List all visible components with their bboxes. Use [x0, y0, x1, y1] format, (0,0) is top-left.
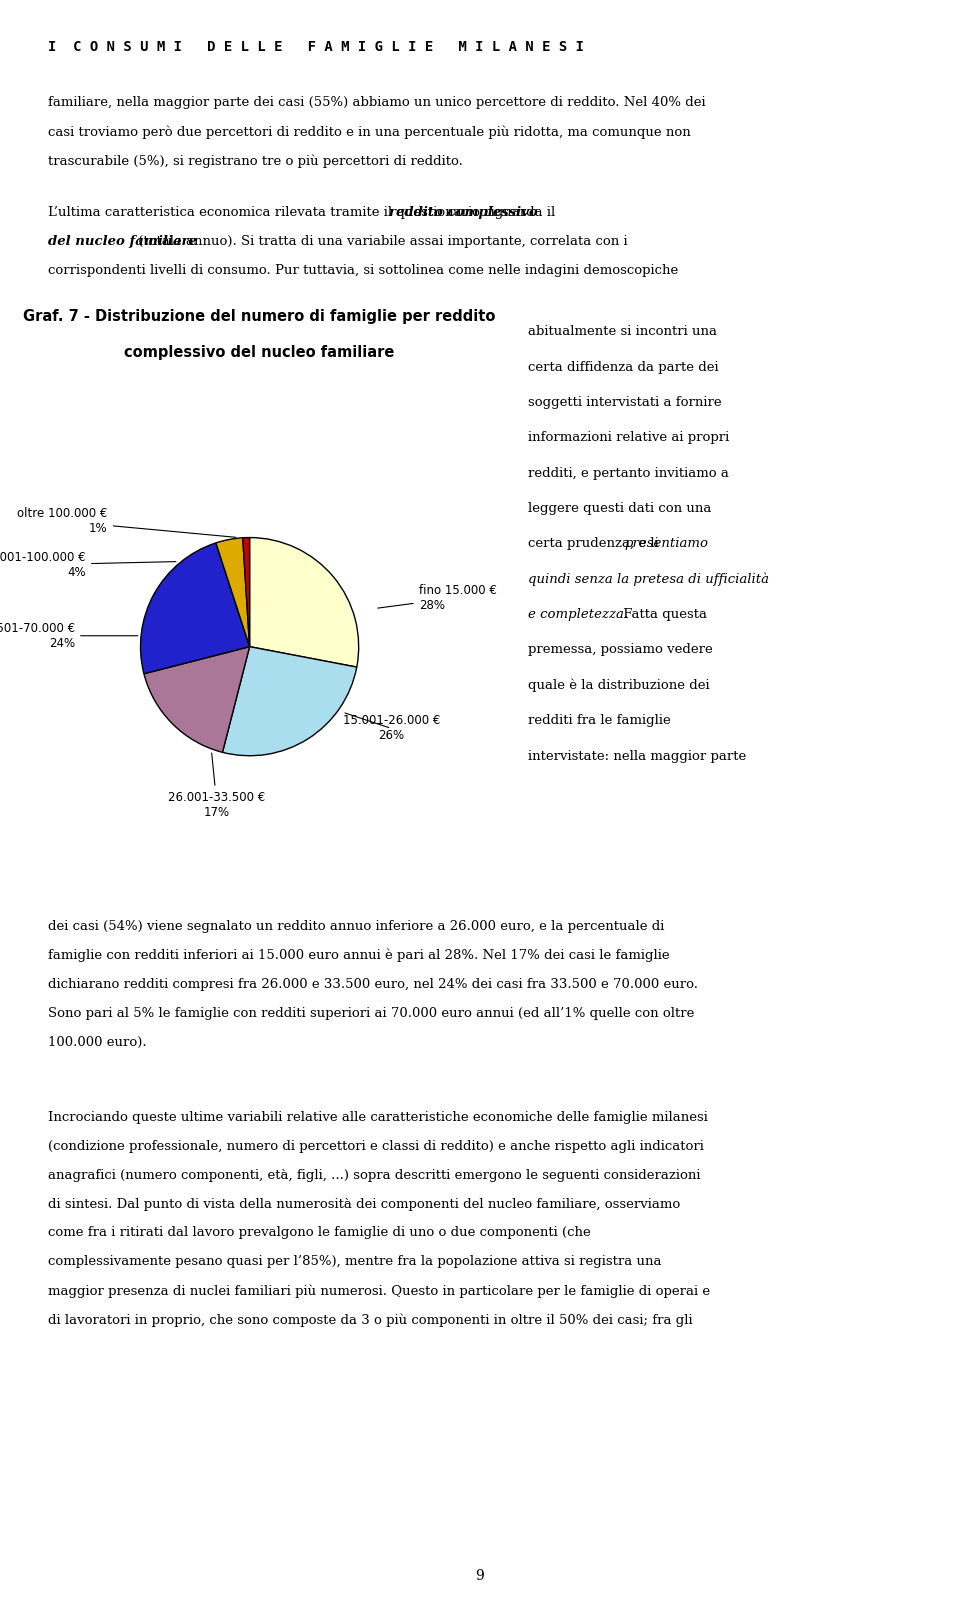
Text: quindi senza la pretesa di ufficialità: quindi senza la pretesa di ufficialità [528, 572, 769, 587]
Text: L’ultima caratteristica economica rilevata tramite il questionario riguarda il: L’ultima caratteristica economica rileva… [48, 206, 560, 219]
Text: oltre 100.000 €
1%: oltre 100.000 € 1% [17, 508, 236, 537]
Text: 26.001-33.500 €
17%: 26.001-33.500 € 17% [168, 754, 266, 820]
Text: Fatta questa: Fatta questa [619, 607, 708, 620]
Text: abitualmente si incontri una: abitualmente si incontri una [528, 325, 717, 337]
Text: I  C O N S U M I   D E L L E   F A M I G L I E   M I L A N E S I: I C O N S U M I D E L L E F A M I G L I … [48, 40, 584, 55]
Text: maggior presenza di nuclei familiari più numerosi. Questo in particolare per le : maggior presenza di nuclei familiari più… [48, 1284, 710, 1298]
Text: Incrociando queste ultime variabili relative alle caratteristiche economiche del: Incrociando queste ultime variabili rela… [48, 1110, 708, 1123]
Text: complessivamente pesano quasi per l’85%), mentre fra la popolazione attiva si re: complessivamente pesano quasi per l’85%)… [48, 1255, 661, 1268]
Text: redditi, e pertanto invitiamo a: redditi, e pertanto invitiamo a [528, 466, 729, 479]
Text: Sono pari al 5% le famiglie con redditi superiori ai 70.000 euro annui (ed all’1: Sono pari al 5% le famiglie con redditi … [48, 1006, 694, 1019]
Text: famiglie con redditi inferiori ai 15.000 euro annui è pari al 28%. Nel 17% dei c: famiglie con redditi inferiori ai 15.000… [48, 948, 670, 963]
Text: certa diffidenza da parte dei: certa diffidenza da parte dei [528, 360, 719, 373]
Wedge shape [216, 538, 250, 646]
Text: 9: 9 [475, 1568, 485, 1583]
Text: dei casi (54%) viene segnalato un reddito annuo inferiore a 26.000 euro, e la pe: dei casi (54%) viene segnalato un reddit… [48, 919, 664, 932]
Text: come fra i ritirati dal lavoro prevalgono le famiglie di uno o due componenti (c: come fra i ritirati dal lavoro prevalgon… [48, 1226, 590, 1239]
Text: presentiamo: presentiamo [625, 537, 708, 550]
Text: 15.001-26.000 €
26%: 15.001-26.000 € 26% [343, 714, 440, 742]
Wedge shape [140, 543, 250, 673]
Text: certa prudenza, e li: certa prudenza, e li [528, 537, 663, 550]
Text: trascurabile (5%), si registrano tre o più percettori di reddito.: trascurabile (5%), si registrano tre o p… [48, 154, 463, 167]
Text: reddito complessivo: reddito complessivo [390, 206, 538, 219]
Text: fino 15.000 €
28%: fino 15.000 € 28% [378, 583, 496, 612]
Text: leggere questi dati con una: leggere questi dati con una [528, 501, 711, 514]
Text: (condizione professionale, numero di percettori e classi di reddito) e anche ris: (condizione professionale, numero di per… [48, 1139, 704, 1152]
Text: e completezza.: e completezza. [528, 607, 628, 620]
Text: casi troviamo però due percettori di reddito e in una percentuale più ridotta, m: casi troviamo però due percettori di red… [48, 125, 691, 138]
Text: (totale annuo). Si tratta di una variabile assai importante, correlata con i: (totale annuo). Si tratta di una variabi… [134, 235, 628, 247]
Wedge shape [144, 646, 250, 752]
Text: complessivo del nucleo familiare: complessivo del nucleo familiare [124, 344, 395, 360]
Text: di sintesi. Dal punto di vista della numerosità dei componenti del nucleo famili: di sintesi. Dal punto di vista della num… [48, 1197, 681, 1210]
Text: del nucleo familiare: del nucleo familiare [48, 235, 197, 247]
Text: familiare, nella maggior parte dei casi (55%) abbiamo un unico percettore di red: familiare, nella maggior parte dei casi … [48, 96, 706, 109]
Text: redditi fra le famiglie: redditi fra le famiglie [528, 714, 671, 726]
Text: 100.000 euro).: 100.000 euro). [48, 1035, 147, 1048]
Text: corrispondenti livelli di consumo. Pur tuttavia, si sottolinea come nelle indagi: corrispondenti livelli di consumo. Pur t… [48, 264, 679, 276]
Text: dichiarano redditi compresi fra 26.000 e 33.500 euro, nel 24% dei casi fra 33.50: dichiarano redditi compresi fra 26.000 e… [48, 977, 698, 990]
Text: informazioni relative ai propri: informazioni relative ai propri [528, 431, 730, 444]
Text: di lavoratori in proprio, che sono composte da 3 o più componenti in oltre il 50: di lavoratori in proprio, che sono compo… [48, 1313, 692, 1327]
Text: intervistate: nella maggior parte: intervistate: nella maggior parte [528, 749, 746, 762]
Wedge shape [243, 538, 250, 646]
Wedge shape [250, 538, 359, 667]
Text: quale è la distribuzione dei: quale è la distribuzione dei [528, 678, 709, 693]
Wedge shape [223, 646, 357, 755]
Text: 33.501-70.000 €
24%: 33.501-70.000 € 24% [0, 622, 137, 649]
Text: Graf. 7 - Distribuzione del numero di famiglie per reddito: Graf. 7 - Distribuzione del numero di fa… [23, 309, 495, 325]
Text: anagrafici (numero componenti, età, figli, ...) sopra descritti emergono le segu: anagrafici (numero componenti, età, figl… [48, 1168, 701, 1181]
Text: premessa, possiamo vedere: premessa, possiamo vedere [528, 643, 712, 656]
Text: 70.001-100.000 €
4%: 70.001-100.000 € 4% [0, 551, 176, 579]
Text: soggetti intervistati a fornire: soggetti intervistati a fornire [528, 395, 722, 408]
